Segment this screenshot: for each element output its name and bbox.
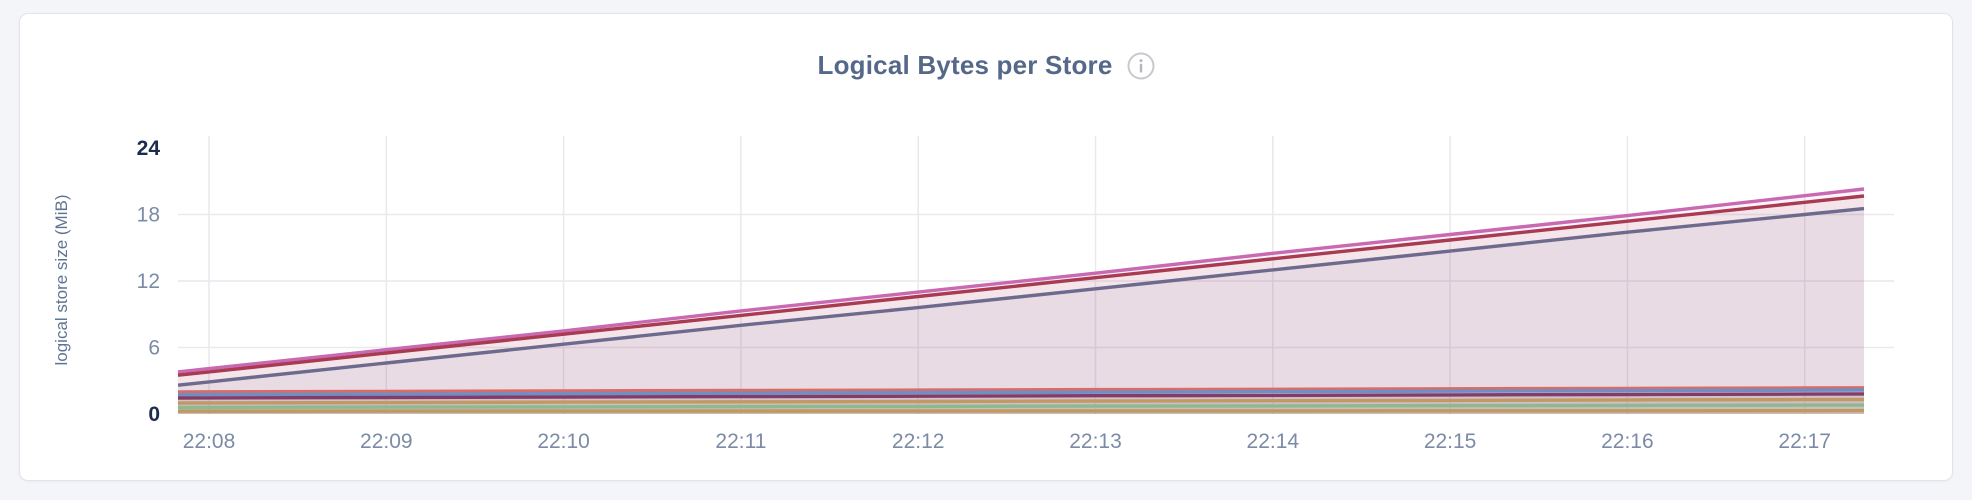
chart-card: Logical Bytes per Store logical store si…: [19, 13, 1953, 481]
series-line-store-blue: [177, 388, 1865, 397]
chart-header: Logical Bytes per Store: [20, 50, 1952, 81]
x-tick-label: 22:08: [183, 430, 236, 453]
y-tick-label: 6: [148, 337, 160, 360]
series-line-store-salmon: [177, 386, 1865, 394]
series-area-store-slate: [178, 208, 1864, 414]
x-tick-label: 22:11: [715, 430, 766, 453]
info-icon[interactable]: [1127, 52, 1155, 80]
x-tick-label: 22:16: [1601, 430, 1654, 453]
y-tick-label: 0: [148, 403, 160, 426]
x-tick-label: 22:09: [360, 430, 413, 453]
series-line-store-tan: [177, 397, 1865, 405]
series-line-store-gold: [178, 408, 1865, 413]
x-tick-label: 22:12: [892, 430, 945, 453]
x-tick-label: 22:13: [1069, 430, 1122, 453]
y-tick-label: 24: [137, 137, 161, 160]
x-tick-label: 22:14: [1247, 430, 1300, 453]
y-tick-label: 18: [137, 204, 160, 227]
series-line-store-crimson: [177, 194, 1865, 377]
series-line-store-pink: [177, 187, 1865, 374]
chart-title: Logical Bytes per Store: [817, 50, 1113, 80]
chart-canvas[interactable]: 22:08 22:09 22:10 22:11 22:12 22:13 22:14 22:15…: [20, 14, 1954, 482]
series-line-store-slate: [177, 206, 1865, 387]
y-tick-label: 12: [137, 270, 160, 293]
series-area-store-pink: [178, 189, 1864, 414]
series-line-store-green: [178, 403, 1864, 410]
x-tick-label: 22:15: [1424, 430, 1477, 453]
x-tick-label: 22:10: [537, 430, 590, 453]
x-tick-label: 22:17: [1778, 430, 1831, 453]
series-line-store-magenta: [177, 392, 1865, 400]
